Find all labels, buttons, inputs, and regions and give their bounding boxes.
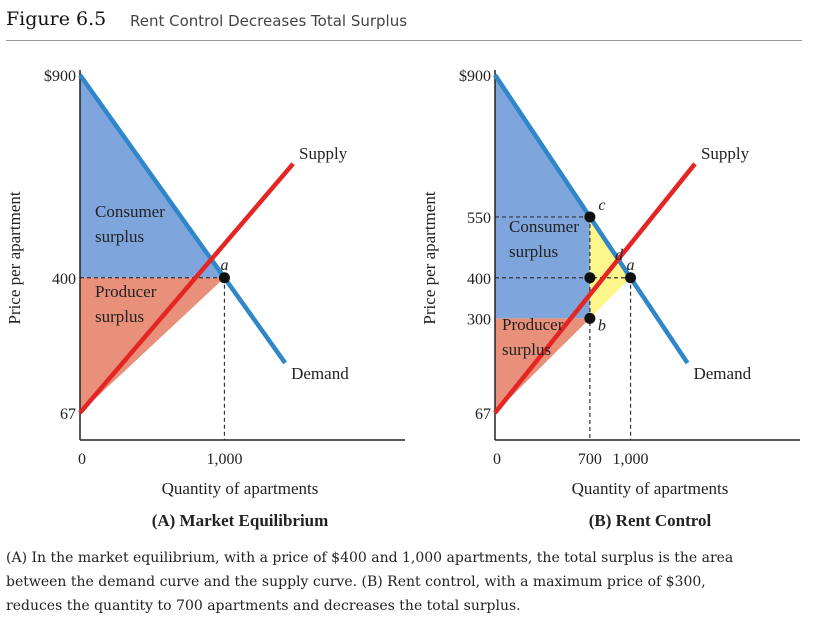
y-tick-label: 400: [52, 271, 76, 288]
caption-line-3: reduces the quantity to 700 apartments a…: [6, 598, 521, 614]
x-tick-label: 700: [578, 451, 602, 468]
region-label: surplus: [95, 307, 144, 326]
chart-panel-b: Demand Supply Consumer surplus Producer surpl…: [420, 68, 800, 530]
point-marker-c: [584, 211, 596, 223]
caption-line-2: between the demand curve and the supply …: [6, 574, 706, 590]
region-label: Producer: [95, 282, 157, 301]
x-tick-label: 0: [493, 451, 501, 468]
region-label: surplus: [509, 242, 558, 261]
x-tick-label: 0: [78, 451, 86, 468]
x-tick-label: 1,000: [613, 451, 649, 468]
x-axis-label: Quantity of apartments: [162, 479, 319, 498]
chart-panel-a: Demand Supply Consumer surplus Producer surpl…: [5, 68, 405, 530]
figure-title: Rent Control Decreases Total Surplus: [130, 12, 408, 30]
panel-subtitle: (A) Market Equilibrium: [152, 511, 329, 530]
y-tick-label: 550: [467, 210, 491, 227]
point-marker: [584, 272, 596, 284]
figure-header: Figure 6.5 Rent Control Decreases Total …: [6, 4, 802, 41]
point-label-a: a: [220, 257, 228, 274]
panel-subtitle: (B) Rent Control: [589, 511, 712, 530]
y-tick-label: $900: [44, 68, 76, 85]
point-marker-b: [584, 312, 596, 324]
point-label-c: c: [598, 197, 605, 214]
point-label-b: b: [598, 317, 606, 334]
series-line-supply: [78, 162, 295, 415]
y-tick-label: 400: [467, 271, 491, 288]
series-line-demand: [78, 73, 287, 365]
series-label-demand: Demand: [291, 364, 349, 383]
y-axis-label: Price per apartment: [5, 191, 24, 324]
region-label: Consumer: [509, 217, 579, 236]
region-producer-surplus: [80, 277, 225, 413]
y-tick-label: 67: [60, 406, 76, 423]
y-axis-label: Price per apartment: [420, 191, 439, 324]
figure-number: Figure 6.5: [6, 8, 107, 30]
series-label-demand: Demand: [693, 364, 751, 383]
series-label-supply: Supply: [701, 144, 750, 163]
region-label: surplus: [502, 340, 551, 359]
region-label: Producer: [502, 315, 564, 334]
y-tick-label: $900: [459, 68, 491, 85]
point-label-a: a: [627, 257, 635, 274]
series-line-supply: [493, 162, 697, 415]
y-tick-label: 300: [467, 311, 491, 328]
y-tick-label: 67: [475, 406, 491, 423]
region-label: surplus: [95, 227, 144, 246]
point-marker-a: [218, 272, 230, 284]
figure-caption: (A) In the market equilibrium, with a pr…: [6, 546, 806, 618]
region-producer-surplus: [495, 318, 590, 413]
region-label: d: [615, 247, 624, 264]
region-consumer-surplus: [495, 75, 590, 319]
series-label-supply: Supply: [299, 144, 348, 163]
caption-line-1: (A) In the market equilibrium, with a pr…: [6, 550, 734, 566]
region-label: Consumer: [95, 202, 165, 221]
x-axis-label: Quantity of apartments: [572, 479, 729, 498]
point-marker-a: [625, 272, 637, 284]
x-tick-label: 1,000: [206, 451, 242, 468]
